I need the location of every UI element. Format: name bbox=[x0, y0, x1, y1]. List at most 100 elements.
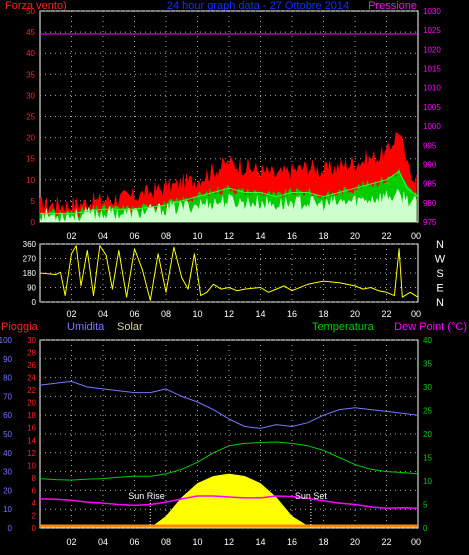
dewpoint-line bbox=[39, 495, 419, 510]
wind-y-tick: 35 bbox=[26, 70, 35, 79]
wind-y-tick: 50 bbox=[26, 7, 35, 16]
humidity-line bbox=[39, 380, 419, 429]
x-tick-label: 10 bbox=[192, 537, 202, 547]
wind-y-ticks: 0 5 10 15 20 25 30 35 40 45 50 bbox=[26, 7, 35, 227]
pressure-y-tick: 1025 bbox=[423, 26, 441, 35]
compass-label: S bbox=[436, 268, 443, 280]
pressure-axis-label: Pressione bbox=[368, 0, 417, 12]
rain-y-tick: 20 bbox=[27, 399, 36, 408]
pressure-y-tick: 990 bbox=[423, 160, 437, 169]
pressure-y-tick: 980 bbox=[423, 199, 437, 208]
x-tick-label: 18 bbox=[318, 309, 328, 319]
pressure-y-tick: 1010 bbox=[423, 84, 441, 93]
humidity-label: Umidita bbox=[67, 321, 105, 333]
humidity-y-tick: 90 bbox=[3, 355, 12, 364]
temperature-y-tick: 5 bbox=[423, 501, 428, 510]
x-tick-label: 10 bbox=[192, 309, 202, 319]
rain-y-tick: 28 bbox=[27, 349, 36, 358]
rain-y-tick: 14 bbox=[27, 436, 36, 445]
humidity-y-tick: 50 bbox=[3, 430, 12, 439]
humidity-y-tick: 10 bbox=[3, 505, 12, 514]
rain-y-tick: 6 bbox=[32, 486, 37, 495]
x-tick-label: 16 bbox=[287, 537, 297, 547]
x-tick-label: 06 bbox=[129, 231, 139, 241]
climate-panel: Pioggia Umidita Solar Temperatura Dew Po… bbox=[0, 321, 467, 547]
temperature-y-tick: 0 bbox=[423, 524, 428, 533]
x-tick-label: 20 bbox=[350, 231, 360, 241]
rain-y-tick: 26 bbox=[27, 361, 36, 370]
pressure-y-tick: 975 bbox=[423, 218, 437, 227]
direction-y-tick: 360 bbox=[23, 240, 37, 249]
temperature-y-tick: 35 bbox=[423, 360, 432, 369]
compass-label: W bbox=[435, 254, 446, 266]
direction-y-ticks: 0 90 180 270 360 bbox=[23, 240, 37, 307]
rain-label: Pioggia bbox=[1, 321, 39, 333]
x-tick-label: 12 bbox=[224, 231, 234, 241]
x-tick-label: 20 bbox=[350, 309, 360, 319]
pressure-y-tick: 1030 bbox=[423, 7, 441, 16]
x-ticks-3: 02 04 06 08 10 12 14 16 18 20 22 00 bbox=[66, 537, 421, 547]
temperature-y-tick: 25 bbox=[423, 407, 432, 416]
x-tick-label: 02 bbox=[66, 309, 76, 319]
pressure-y-tick: 985 bbox=[423, 180, 437, 189]
pressure-y-tick: 995 bbox=[423, 141, 437, 150]
wind-y-tick: 45 bbox=[26, 28, 35, 37]
sunset-annotation: Sun Set bbox=[295, 491, 328, 501]
x-ticks-1: 02 04 06 08 10 12 14 16 18 20 22 00 bbox=[66, 231, 421, 241]
x-tick-label: 10 bbox=[192, 231, 202, 241]
pressure-y-tick: 1000 bbox=[423, 122, 441, 131]
wind-axis-label: Forza vento) bbox=[5, 0, 67, 12]
x-tick-label: 02 bbox=[66, 537, 76, 547]
humidity-y-tick: 60 bbox=[3, 411, 12, 420]
wind-y-tick: 0 bbox=[31, 218, 36, 227]
wind-pressure-panel: 24 hour graph data - 27 Ottobre 2014 For… bbox=[5, 0, 441, 241]
compass-label: E bbox=[436, 283, 443, 295]
chart-title: 24 hour graph data - 27 Ottobre 2014 bbox=[167, 0, 349, 12]
rain-y-tick: 8 bbox=[32, 474, 37, 483]
x-tick-label: 16 bbox=[287, 231, 297, 241]
grid-1 bbox=[40, 10, 418, 223]
speed-line bbox=[40, 170, 419, 215]
sunrise-annotation: Sun Rise bbox=[128, 491, 165, 501]
rain-y-tick: 24 bbox=[27, 374, 36, 383]
temperature-y-ticks: 0 5 10 15 20 25 30 35 40 bbox=[423, 336, 432, 533]
pressure-y-tick: 1005 bbox=[423, 103, 441, 112]
direction-y-tick: 180 bbox=[23, 269, 37, 278]
pressure-y-tick: 1020 bbox=[423, 45, 441, 54]
solar-area bbox=[149, 473, 312, 529]
compass-label: N bbox=[436, 239, 444, 251]
rain-y-tick: 12 bbox=[27, 449, 36, 458]
x-tick-label: 04 bbox=[98, 231, 108, 241]
temperature-label: Temperatura bbox=[312, 321, 375, 333]
humidity-y-ticks: 0 10 20 30 40 50 60 70 80 90 100 bbox=[0, 336, 13, 533]
rain-y-tick: 2 bbox=[32, 511, 37, 520]
rain-y-tick: 30 bbox=[27, 336, 36, 345]
x-tick-label: 06 bbox=[129, 537, 139, 547]
x-tick-label: 18 bbox=[318, 231, 328, 241]
dewpoint-label: Dew Point (°C) bbox=[394, 321, 467, 333]
x-tick-label: 08 bbox=[161, 231, 171, 241]
humidity-y-tick: 100 bbox=[0, 336, 13, 345]
wind-y-tick: 25 bbox=[26, 113, 35, 122]
humidity-y-tick: 0 bbox=[8, 524, 13, 533]
x-tick-label: 08 bbox=[161, 309, 171, 319]
pressure-y-ticks: 975 980 985 990 995 1000 1005 1010 1015 1020 1025 1… bbox=[423, 7, 441, 227]
direction-y-tick: 0 bbox=[32, 298, 37, 307]
x-tick-label: 14 bbox=[255, 537, 265, 547]
humidity-y-tick: 40 bbox=[3, 449, 12, 458]
humidity-y-tick: 20 bbox=[3, 486, 12, 495]
wind-y-tick: 10 bbox=[26, 176, 35, 185]
wind-y-tick: 30 bbox=[26, 91, 35, 100]
x-tick-label: 16 bbox=[287, 309, 297, 319]
x-tick-label: 12 bbox=[224, 537, 234, 547]
x-tick-label: 14 bbox=[255, 309, 265, 319]
x-tick-label: 00 bbox=[411, 231, 421, 241]
rain-y-tick: 16 bbox=[27, 424, 36, 433]
temperature-line bbox=[39, 441, 419, 481]
x-tick-label: 18 bbox=[318, 537, 328, 547]
grid-2 bbox=[40, 243, 418, 303]
